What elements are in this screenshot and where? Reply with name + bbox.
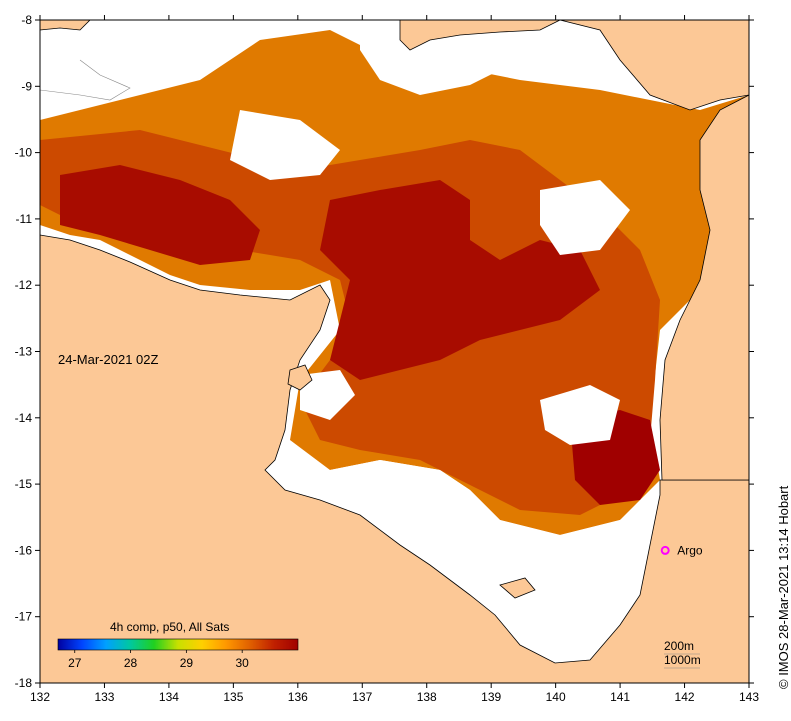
sst-layer-hot xyxy=(320,180,600,380)
land-cape-york xyxy=(580,20,749,481)
lon-tick-label: 141 xyxy=(610,690,630,704)
land-northern-territory xyxy=(40,234,749,683)
gulf-no-data xyxy=(270,460,655,663)
cloud-patch-sw xyxy=(300,370,355,420)
land-groote xyxy=(287,364,313,391)
lat-tick-label: -12 xyxy=(15,278,33,292)
lon-tick-label: 133 xyxy=(94,690,114,704)
lat-tick-label: -9 xyxy=(21,79,32,93)
lon-tick-label: 136 xyxy=(288,690,308,704)
cloud-patch-center-north xyxy=(230,110,340,180)
sst-layer-hot-west xyxy=(60,165,260,265)
lon-tick-label: 132 xyxy=(30,690,50,704)
bathy-contour-200m xyxy=(40,59,131,101)
lat-tick-label: -14 xyxy=(15,411,33,425)
credit-container: © IMOS 28-Mar-2021 13:14 Hobart xyxy=(776,486,791,699)
land-mornington xyxy=(499,577,536,599)
lat-tick-label: -8 xyxy=(21,13,32,27)
longitude-axis: 132 133 134 135 136 137 138 139 140 141 142 143 xyxy=(30,15,759,704)
lat-tick-label: -16 xyxy=(15,543,33,557)
land-new-guinea xyxy=(399,20,561,51)
lon-tick-label: 137 xyxy=(352,690,372,704)
lat-tick-label: -10 xyxy=(15,146,33,160)
cloud-patch-se xyxy=(540,385,620,445)
colorbar xyxy=(57,638,299,651)
lon-tick-label: 138 xyxy=(417,690,437,704)
lat-tick-label: -15 xyxy=(15,477,33,491)
lon-tick-label: 139 xyxy=(481,690,501,704)
colorbar-tick-label: 30 xyxy=(236,656,250,670)
land-cape-york-coast xyxy=(559,20,749,111)
latitude-axis: -8 -9 -10 -11 -12 -13 -14 -15 -16 -17 -18 xyxy=(15,13,754,690)
lat-tick-label: -13 xyxy=(15,345,33,359)
colorbar-tick-label: 29 xyxy=(180,656,194,670)
bathy-legend-1000m: 1000m xyxy=(664,653,701,667)
colorbar-ticks: 27 28 29 30 xyxy=(68,650,249,670)
lon-tick-label: 134 xyxy=(159,690,179,704)
colorbar-title: 4h comp, p50, All Sats xyxy=(110,620,229,634)
argo-float-marker xyxy=(660,545,670,555)
lat-tick-label: -18 xyxy=(15,676,33,690)
lon-tick-label: 143 xyxy=(739,690,759,704)
timestamp-label: 24-Mar-2021 02Z xyxy=(58,352,158,367)
lon-tick-label: 135 xyxy=(223,690,243,704)
bathy-legend-200m: 200m xyxy=(664,639,694,653)
argo-label: Argo xyxy=(677,543,703,557)
lat-tick-label: -11 xyxy=(16,212,33,226)
colorbar-tick-label: 28 xyxy=(124,656,138,670)
land-islands-nw xyxy=(40,20,91,31)
imos-credit: © IMOS 28-Mar-2021 13:14 Hobart xyxy=(776,485,791,689)
colorbar-tick-label: 27 xyxy=(68,656,82,670)
cloud-patch-east xyxy=(540,180,630,255)
lon-tick-label: 140 xyxy=(546,690,566,704)
lat-tick-label: -17 xyxy=(15,610,33,624)
lon-tick-label: 142 xyxy=(675,690,695,704)
